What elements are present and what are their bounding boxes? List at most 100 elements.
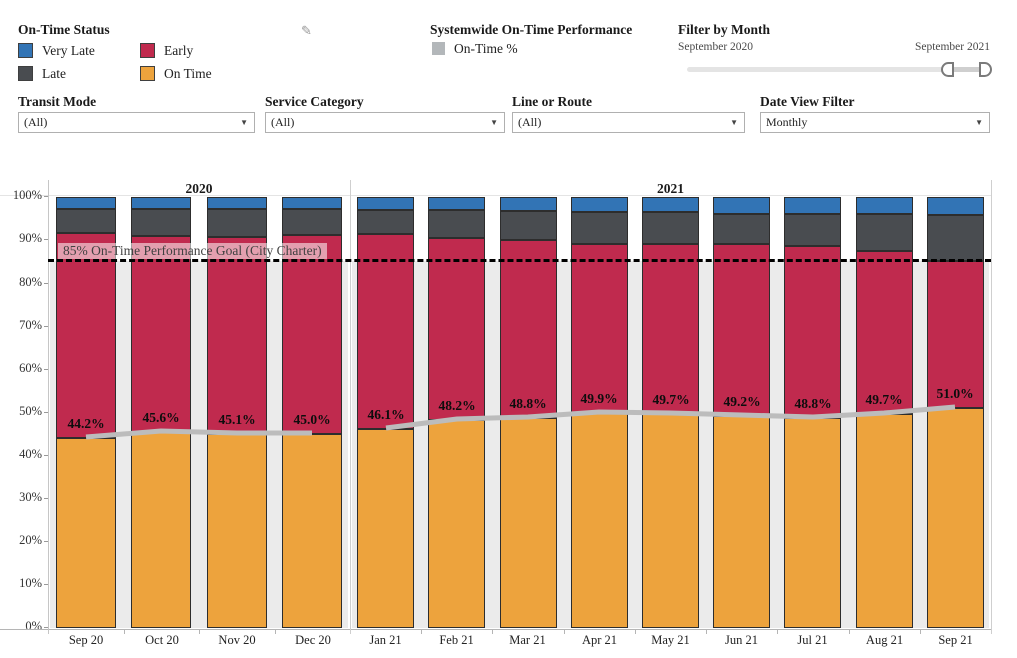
bar-segment-on-time[interactable] [500,418,557,628]
bar-segment-early[interactable] [713,244,770,416]
legend-item-very-late[interactable]: Very Late [18,40,140,61]
y-axis-label: 100% [12,188,42,202]
x-axis-tick [564,629,565,634]
bar-segment-very-late[interactable] [207,197,267,209]
edit-icon[interactable]: ✎ [301,23,312,38]
bar-segment-late[interactable] [927,215,984,261]
line-value-label: 48.8% [509,396,547,411]
bar-segment-very-late[interactable] [357,197,414,210]
line-or-route-value: (All) [518,115,542,129]
x-axis-label: Jan 21 [369,633,402,647]
bar-segment-very-late[interactable] [642,197,699,212]
legend-item-late[interactable]: Late [18,63,140,84]
bar-segment-early[interactable] [56,233,116,438]
bar-segment-early[interactable] [500,240,557,418]
bar-segment-early[interactable] [571,244,628,413]
legend-item-on-time[interactable]: On Time [140,63,262,84]
bar-segment-very-late[interactable] [571,197,628,212]
y-axis-line [48,180,49,634]
bar-segment-very-late[interactable] [56,197,116,209]
on-time-status-legend: Very Late Early Late On Time [18,40,262,84]
bar-segment-late[interactable] [500,211,557,240]
month-slider-left-handle[interactable] [941,62,954,77]
bar-segment-on-time[interactable] [282,434,342,628]
bar-segment-early[interactable] [357,234,414,429]
pane-year-label: 2021 [657,181,684,196]
line-value-label: 45.6% [142,410,180,425]
month-slider-right-handle[interactable] [979,62,992,77]
bar-segment-early[interactable] [642,244,699,414]
legend-item-early[interactable]: Early [140,40,262,61]
bar-segment-late[interactable] [357,210,414,234]
on-time-status-legend-title: On-Time Status [18,22,110,37]
x-axis-label: Jul 21 [797,633,828,647]
date-view-filter-dropdown[interactable]: Monthly ▼ [760,112,990,133]
bar-segment-late[interactable] [713,214,770,244]
bar-segment-late[interactable] [131,209,191,236]
caret-down-icon: ▼ [240,118,248,127]
bar-segment-very-late[interactable] [282,197,342,209]
bar-segment-early[interactable] [927,261,984,408]
goal-line [48,259,991,262]
bar-segment-early[interactable] [784,246,841,418]
transit-mode-dropdown[interactable]: (All) ▼ [18,112,255,133]
bar-segment-early[interactable] [131,236,191,432]
month-slider-selected-range[interactable] [947,67,987,72]
bar-segment-very-late[interactable] [927,197,984,215]
bar-segment-on-time[interactable] [571,413,628,628]
bar-segment-very-late[interactable] [131,197,191,209]
bar-segment-very-late[interactable] [500,197,557,211]
bar-segment-very-late[interactable] [428,197,485,210]
bar-segment-late[interactable] [207,209,267,237]
y-axis-tick [44,326,48,327]
plot-right-border [991,180,992,634]
x-axis-tick [706,629,707,634]
bar-segment-on-time[interactable] [131,432,191,628]
month-range-end-label: September 2021 [914,41,990,53]
bar-segment-very-late[interactable] [784,197,841,214]
service-category-dropdown[interactable]: (All) ▼ [265,112,505,133]
bar-segment-early[interactable] [856,251,913,414]
bar-segment-late[interactable] [428,210,485,238]
bar-segment-late[interactable] [784,214,841,246]
bar-segment-on-time[interactable] [713,416,770,628]
y-axis-label: 80% [19,275,42,289]
bar-segment-early[interactable] [428,238,485,420]
bar-segment-on-time[interactable] [56,438,116,628]
bar-segment-late[interactable] [571,212,628,244]
bar-segment-on-time[interactable] [927,408,984,628]
bar-segment-on-time[interactable] [207,434,267,628]
pane-divider [350,180,351,634]
legend-item-label: Early [164,42,194,58]
month-slider-track[interactable] [687,67,989,72]
line-value-label: 46.1% [367,407,405,422]
bar-segment-early[interactable] [207,237,267,434]
bar-segment-on-time[interactable] [428,420,485,628]
y-axis-label: 60% [19,361,42,375]
line-value-label: 45.0% [293,412,331,427]
systemwide-legend-item[interactable]: On-Time % [432,38,518,59]
y-axis-tick [44,627,48,628]
bar-segment-late[interactable] [56,209,116,233]
line-or-route-dropdown[interactable]: (All) ▼ [512,112,745,133]
x-axis-tick [777,629,778,634]
bar-segment-late[interactable] [642,212,699,244]
y-axis-label: 90% [19,231,42,245]
bar-segment-late[interactable] [856,214,913,251]
bar-segment-late[interactable] [282,209,342,235]
y-axis-tick [44,239,48,240]
bar-segment-on-time[interactable] [642,414,699,628]
y-axis-label: 20% [19,533,42,547]
bar-segment-very-late[interactable] [856,197,913,214]
bar-segment-on-time[interactable] [856,414,913,628]
bar-segment-very-late[interactable] [713,197,770,214]
bar-segment-on-time[interactable] [784,418,841,628]
filter-by-month-title: Filter by Month [678,22,770,37]
x-axis-tick [124,629,125,634]
legend-swatch [18,66,33,81]
bar-segment-early[interactable] [282,235,342,434]
y-axis-label: 50% [19,404,42,418]
plot-top-line [0,195,991,196]
bar-segment-on-time[interactable] [357,429,414,628]
x-axis-label: Feb 21 [439,633,474,647]
